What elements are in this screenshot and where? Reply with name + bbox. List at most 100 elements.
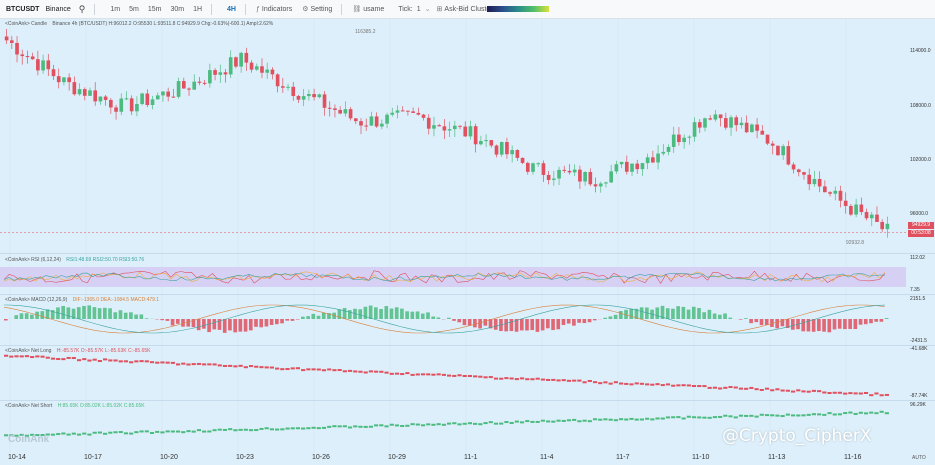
- netshort-bar: [139, 430, 144, 433]
- netlong-bar: [327, 368, 332, 371]
- pane-divider[interactable]: [0, 400, 935, 401]
- auto-scale-toggle[interactable]: AUTO: [912, 455, 926, 461]
- netshort-bar: [535, 420, 540, 423]
- candle-body: [869, 214, 874, 219]
- netlong-bar: [561, 379, 566, 382]
- search-icon[interactable]: ⚲: [78, 3, 86, 14]
- pane-divider[interactable]: [0, 253, 935, 254]
- netshort-bar: [525, 420, 530, 423]
- netshort-bar: [540, 419, 545, 422]
- netlong-bar: [874, 392, 879, 395]
- netlong-bar: [426, 373, 431, 376]
- macd-bar: [160, 319, 165, 321]
- netlong-bar: [624, 382, 629, 385]
- macd-bar: [290, 319, 295, 321]
- macd-bar: [478, 319, 482, 329]
- tick-select[interactable]: 1: [416, 5, 421, 13]
- netshort-bar: [363, 425, 368, 428]
- macd-bar: [655, 307, 660, 319]
- netshort-bar: [863, 412, 869, 415]
- macd-bar: [337, 309, 342, 319]
- netlong-bar: [118, 360, 123, 363]
- candle-body: [864, 212, 869, 219]
- netlong-bar: [301, 369, 306, 372]
- macd-bar: [45, 309, 50, 319]
- mode-select[interactable]: ⛓ usame: [352, 5, 384, 13]
- candle-body: [218, 72, 223, 75]
- time-axis[interactable]: 10-14 10-17 10-20 10-23 10-26 10-29 11-1 11-4 11…: [0, 452, 935, 465]
- macd-bar: [30, 314, 34, 319]
- candle-body: [208, 70, 212, 84]
- netlong-bar: [770, 389, 775, 392]
- macd-bar: [691, 306, 696, 319]
- netlong-bar: [457, 374, 462, 377]
- macd-bar: [358, 309, 363, 319]
- pane-divider[interactable]: [0, 294, 935, 295]
- candle-body: [525, 162, 530, 172]
- macd-bar: [82, 305, 86, 319]
- netshort-bar: [316, 427, 321, 430]
- netshort-bar: [118, 431, 123, 434]
- netshort-bar: [301, 427, 306, 430]
- candle-body: [374, 116, 379, 127]
- macd-bar: [686, 309, 691, 319]
- macd-bar: [525, 319, 529, 331]
- candle-body: [343, 109, 348, 114]
- candle-body: [119, 98, 124, 112]
- indicators-button[interactable]: ƒ Indicators: [256, 6, 292, 13]
- interval-30m[interactable]: 30m: [170, 5, 185, 13]
- candle-body: [239, 52, 243, 67]
- netlong-bar: [587, 379, 592, 382]
- macd-bar: [76, 307, 81, 319]
- macd-bar: [853, 319, 858, 330]
- netlong-bar: [452, 374, 457, 377]
- netlong-bar: [186, 363, 191, 366]
- netshort-bar: [160, 431, 165, 434]
- interval-15m[interactable]: 15m: [147, 5, 162, 13]
- netshort-bar: [269, 428, 274, 431]
- interval-1m[interactable]: 1m: [110, 5, 121, 13]
- netlong-bar: [712, 386, 717, 389]
- exchange-label[interactable]: Binance: [45, 5, 71, 13]
- netshort-bar: [87, 433, 92, 436]
- netlong-bar: [82, 358, 87, 361]
- candle-body: [322, 94, 327, 108]
- candle-body: [692, 122, 697, 137]
- pane-divider[interactable]: [0, 345, 935, 346]
- macd-bar: [108, 308, 112, 319]
- macd-axis-top: 2151.5: [910, 296, 926, 302]
- netlong-bar: [827, 392, 832, 395]
- netshort-bar: [613, 419, 618, 422]
- netshort-bar: [817, 413, 822, 416]
- candle-body: [155, 95, 160, 100]
- chart-plot-area[interactable]: [0, 19, 906, 453]
- macd-bar: [723, 313, 727, 319]
- netlong-bar: [290, 367, 295, 370]
- time-tick-label: 10-26: [312, 454, 330, 461]
- candle-body: [432, 125, 436, 129]
- netshort-bar: [254, 429, 259, 432]
- macd-bar: [426, 312, 430, 319]
- netshort-bar: [858, 411, 863, 414]
- interval-4h[interactable]: 4H: [227, 5, 236, 13]
- candle-body: [15, 42, 19, 55]
- interval-5m[interactable]: 5m: [129, 5, 139, 13]
- netlong-bar: [410, 373, 415, 376]
- netlong-bar: [379, 370, 384, 373]
- netlong-bar: [123, 360, 129, 363]
- netlong-bar: [879, 394, 884, 397]
- macd-bar: [483, 319, 488, 326]
- netlong-bar: [61, 358, 66, 361]
- symbol-label[interactable]: BTCUSDT: [6, 5, 40, 13]
- candle-pane-title: <CoinAnk> Candle Binance 4h (BTC/USDT) H…: [5, 21, 274, 27]
- chevron-down-icon[interactable]: ⌄: [424, 6, 431, 13]
- setting-button[interactable]: ⚙ Setting: [302, 5, 332, 13]
- netshort-bar: [181, 431, 186, 434]
- netshort-bar: [457, 423, 462, 426]
- netlong-bar: [217, 364, 222, 367]
- netlong-bar: [394, 372, 400, 375]
- netlong-bar: [681, 384, 686, 387]
- netshort-bar: [697, 416, 702, 419]
- interval-1h[interactable]: 1H: [193, 5, 203, 13]
- netshort-bar: [358, 425, 363, 428]
